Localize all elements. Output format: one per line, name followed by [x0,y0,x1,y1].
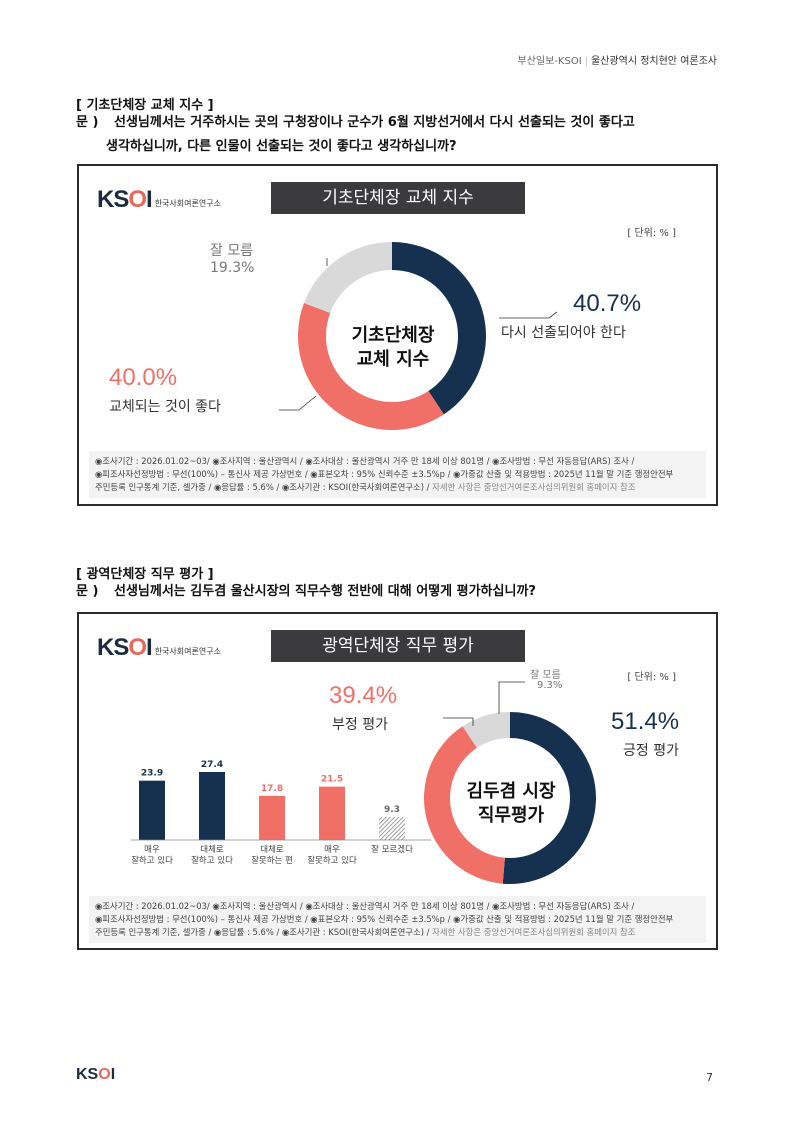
pct-positive: 51.4% [611,708,680,735]
leader-line [499,311,558,319]
bar-value-label-3: 21.5 [321,775,343,785]
pct-unknown: 19.3% [210,260,255,276]
bar-value-label-0: 23.9 [141,769,163,779]
footnote-line3: 주민등록 인구통계 기준, 셀가중 / ◉응답률 : 5.6% / ◉조사기관 … [95,927,636,937]
question-line2: 생각하십니까, 다른 인물이 선출되는 것이 좋다고 생각하십니까? [106,139,457,154]
leader-line [443,717,474,726]
question-line1: 선생님께서는 거주하시는 곳의 구청장이나 군수가 6월 지방선거에서 다시 선… [114,115,635,130]
page-number: 7 [706,1071,713,1084]
label-dontknow: 잘 모름 [530,670,561,681]
question-mark-label: 문 ) [76,584,99,599]
header-separator: | [584,56,589,67]
footnote-line1: ◉조사기간 : 2026.01.02~03/ ◉조사지역 : 울산광역시 / ◉… [95,901,635,911]
section2-question: 문 ) 선생님께서는 김두겸 울산시장의 직무수행 전반에 대해 어떻게 평가하십… [76,580,536,604]
panel-title: 기초단체장 교체 지수 [271,182,525,214]
pct-reelect: 40.7% [573,290,642,317]
section1-question: 문 ) 선생님께서는 거주하시는 곳의 구청장이나 군수가 6월 지방선거에서 다… [76,111,635,159]
donut-slice-reelect [392,242,486,415]
donut-center-label: 기초단체장 교체 지수 [323,324,463,372]
pct-dontknow: 9.3% [537,680,563,691]
header-org: 부산일보-KSOI [517,56,582,67]
bar-category-label-0: 매우 [144,845,160,855]
donut-center-label: 김두겸 시장 직무평가 [441,780,581,828]
survey-footnote: ◉조사기간 : 2026.01.02~03/ ◉조사지역 : 울산광역시 / ◉… [89,451,706,498]
ksoi-logo: KSOI 한국사회여론연구소 [97,634,221,662]
unit-label: [ 단위: % ] [627,228,676,239]
footnote-line1: ◉조사기간 : 2026.01.02~03/ ◉조사지역 : 울산광역시 / ◉… [95,456,635,466]
bar-category-label-0: 잘하고 있다 [131,855,173,866]
label-positive: 긍정 평가 [623,743,679,759]
bar-category-label-1: 잘하고 있다 [191,855,233,866]
footnote-line2: ◉피조사자선정방법 : 무선(100%) – 통신사 제공 가상번호 / ◉표본… [95,914,674,924]
donut-slice-replace [298,303,444,430]
bar-category-label-3: 매우 [324,845,340,855]
pct-replace: 40.0% [109,364,178,391]
bar-1 [199,772,225,840]
donut-chart-job [424,681,597,884]
bar-3 [319,786,345,840]
donut-slice-unknown [303,242,392,313]
bar-category-label-4: 잘 모르겠다 [371,844,413,855]
donut-center-line1: 기초단체장 [351,325,435,346]
panel-replacement-index: KSOI 한국사회여론연구소 기초단체장 교체 지수 [ 단위: % ] 기초단… [77,164,718,506]
ksoi-logo: KSOI 한국사회여론연구소 [97,186,221,214]
question-mark-label: 문 ) [76,115,99,130]
label-unknown: 잘 모름 [210,243,254,259]
section2-title: [ 광역단체장 직무 평가 ] [76,567,214,582]
label-negative: 부정 평가 [332,717,388,733]
panel-job-evaluation: KSOI 한국사회여론연구소 광역단체장 직무 평가 [ 단위: % ] 23.… [77,612,718,950]
donut-center-line2: 교체 지수 [356,349,430,370]
page-header: 부산일보-KSOI | 울산광역시 정치현안 여론조사 [518,52,717,67]
bar-4 [379,816,405,840]
bar-category-label-1: 대체로 [200,844,224,855]
logo-subtitle: 한국사회여론연구소 [154,646,221,656]
bar-value-label-2: 17.8 [261,784,283,794]
bar-category-label-3: 잘못하고 있다 [307,855,357,866]
section1-title: [ 기초단체장 교체 지수 ] [76,98,214,113]
bar-value-label-1: 27.4 [201,760,223,770]
logo-subtitle: 한국사회여론연구소 [154,198,221,208]
unit-label: [ 단위: % ] [627,672,676,683]
donut-center-line1: 김두겸 시장 [466,781,556,802]
header-title: 울산광역시 정치현안 여론조사 [591,56,717,67]
bar-category-label-2: 잘못하는 편 [251,855,293,866]
pct-negative: 39.4% [329,682,398,709]
leader-line [279,395,317,411]
footnote-line3: 주민등록 인구통계 기준, 셀가중 / ◉응답률 : 5.6% / ◉조사기관 … [95,482,636,492]
leader-line [498,681,525,714]
donut-center-line2: 직무평가 [477,805,545,826]
survey-footnote: ◉조사기간 : 2026.01.02~03/ ◉조사지역 : 울산광역시 / ◉… [89,896,706,943]
bar-2 [259,795,285,840]
question-line1: 선생님께서는 김두겸 울산시장의 직무수행 전반에 대해 어떻게 평가하십니까? [114,584,536,599]
donut-slice-positive [502,712,597,884]
bar-value-label-4: 9.3 [384,805,400,815]
logo-mark: KSOI [97,186,153,213]
donut-chart-replacement [279,242,558,430]
panel-title: 광역단체장 직무 평가 [271,630,525,662]
label-reelect: 다시 선출되어야 한다 [501,325,626,341]
label-replace: 교체되는 것이 좋다 [109,399,221,415]
bar-category-label-2: 대체로 [260,844,284,855]
donut-slice-dontknow [462,712,510,748]
footer-logo: KSOI [76,1066,116,1083]
footnote-line2: ◉피조사자선정방법 : 무선(100%) – 통신사 제공 가상번호 / ◉표본… [95,469,674,479]
donut-slice-negative [424,726,505,884]
logo-mark: KSOI [97,634,153,661]
bar-0 [139,780,165,840]
